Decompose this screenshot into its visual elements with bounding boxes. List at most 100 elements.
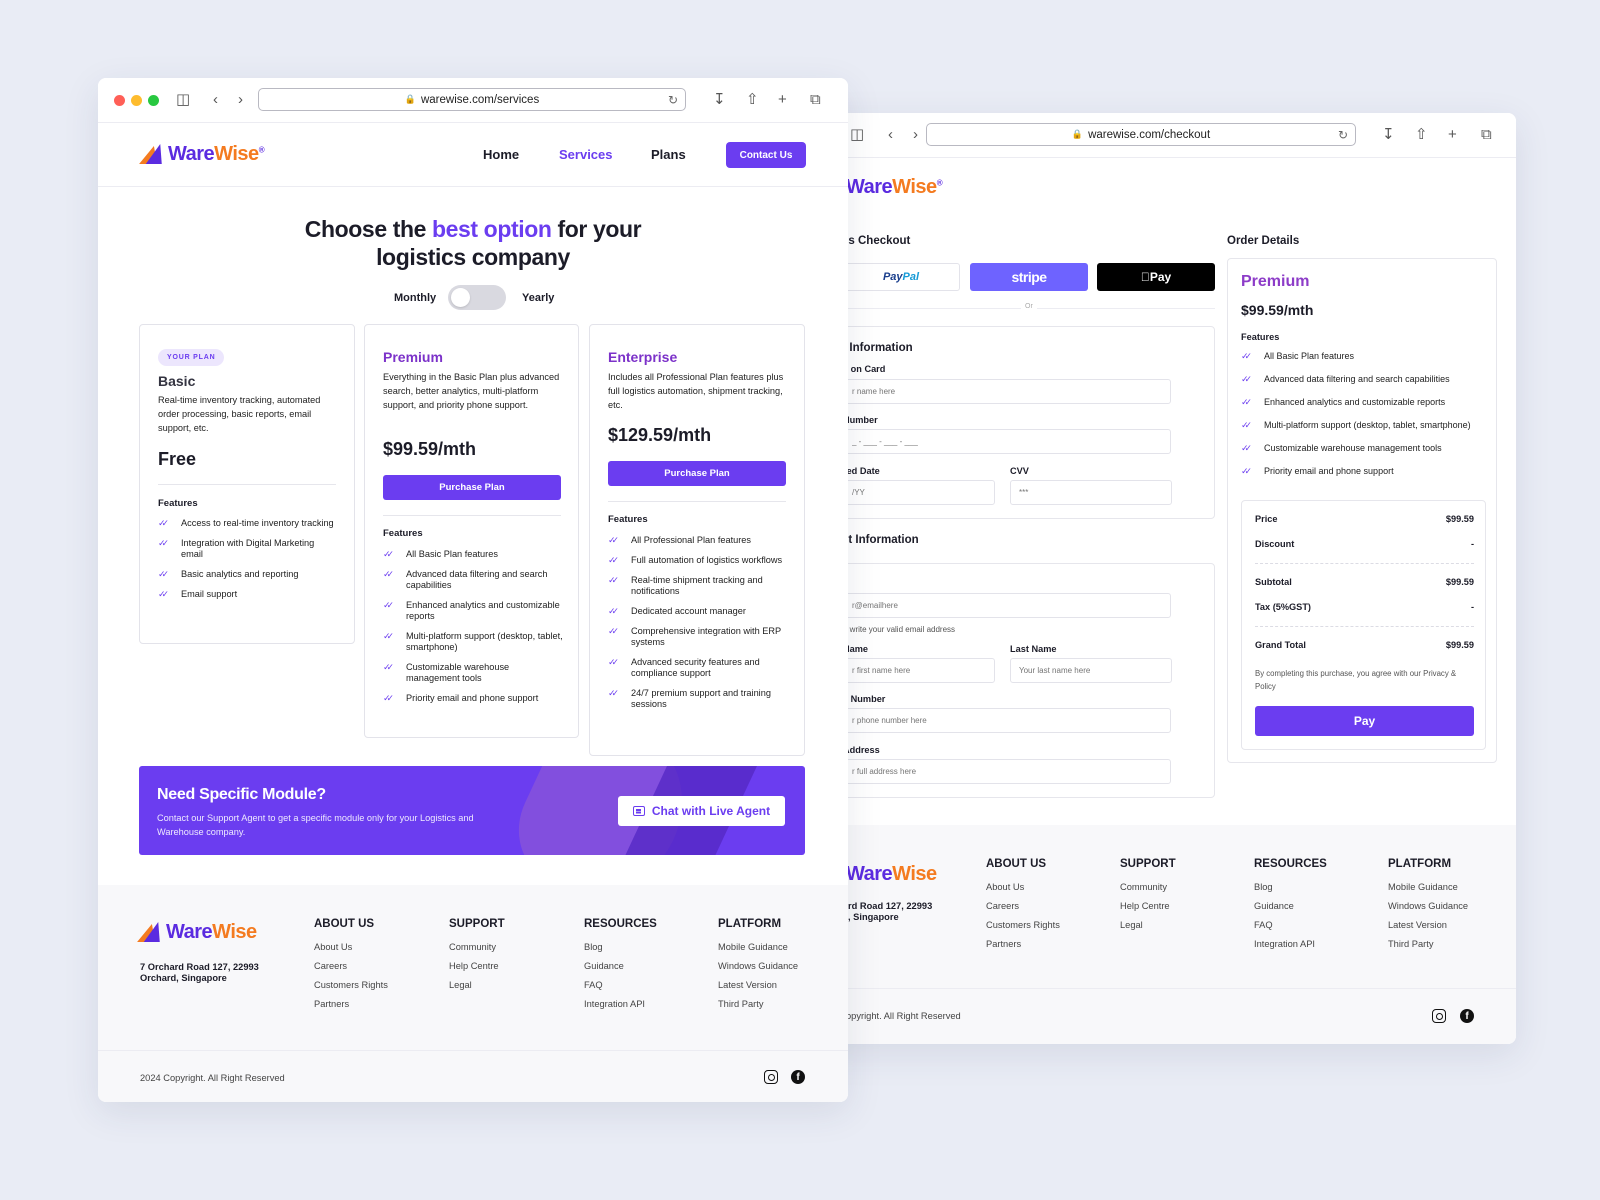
last-name-input[interactable] [1010, 658, 1172, 683]
billing-toggle[interactable] [448, 285, 506, 310]
lock-icon: 🔒 [404, 94, 416, 104]
new-tab-icon[interactable]: + [778, 91, 787, 108]
download-icon[interactable]: ↧ [713, 91, 726, 108]
footer-link[interactable]: Latest Version [1388, 920, 1447, 930]
card-number-input[interactable] [843, 429, 1171, 454]
footer-link[interactable]: Windows Guidance [1388, 901, 1469, 911]
footer-link[interactable]: Help Centre [1120, 901, 1170, 911]
order-details-title: Order Details [1227, 235, 1300, 247]
banner-subtitle: Contact our Support Agent to get a speci… [157, 813, 474, 837]
share-icon[interactable]: ⇧ [746, 91, 759, 108]
forward-icon[interactable]: › [238, 91, 243, 108]
footer-link[interactable]: Careers [314, 961, 348, 971]
stripe-button[interactable]: stripe [970, 263, 1088, 291]
footer-link[interactable]: Latest Version [718, 980, 777, 990]
footer-link[interactable]: Integration API [1254, 939, 1315, 949]
instagram-icon[interactable] [1432, 1009, 1446, 1023]
instagram-icon[interactable] [764, 1070, 778, 1084]
footer-link[interactable]: Partners [986, 939, 1022, 949]
email-input[interactable] [843, 593, 1171, 618]
sidebar-icon[interactable]: ◫ [850, 126, 865, 143]
contact-us-button[interactable]: Contact Us [726, 142, 806, 168]
address-bar[interactable]: 🔒 warewise.com/checkout ↻ [926, 123, 1356, 146]
footer-link[interactable]: Help Centre [449, 961, 499, 971]
minimize-window-button[interactable] [131, 95, 142, 106]
nav-home[interactable]: Home [483, 147, 520, 162]
purchase-premium-button[interactable]: Purchase Plan [383, 475, 561, 500]
new-tab-icon[interactable]: + [1448, 126, 1457, 143]
share-icon[interactable]: ⇧ [1415, 126, 1428, 143]
chat-live-agent-button[interactable]: Chat with Live Agent [618, 796, 785, 826]
feature-list: ✓✓ All Basic Plan features ✓✓ Advanced data… [383, 549, 563, 713]
feature-item: ✓✓ Full automation of logistics workflows [608, 555, 783, 565]
maximize-window-button[interactable] [148, 95, 159, 106]
check-icon: ✓✓ [383, 662, 394, 672]
forward-icon[interactable]: › [913, 126, 918, 143]
footer-link[interactable]: FAQ [1254, 920, 1273, 930]
brand-logo[interactable]: WareWise® [139, 143, 265, 166]
footer-link[interactable]: Guidance [584, 961, 624, 971]
nav-plans[interactable]: Plans [651, 147, 686, 162]
footer-link[interactable]: About Us [314, 942, 353, 952]
pay-button[interactable]: Pay [1255, 706, 1474, 736]
sidebar-icon[interactable]: ◫ [176, 91, 191, 108]
check-icon: ✓✓ [383, 569, 394, 579]
expiry-date-input[interactable] [843, 480, 995, 505]
footer-link[interactable]: About Us [986, 882, 1025, 892]
footer-link[interactable]: Legal [1120, 920, 1143, 930]
footer-link[interactable]: Legal [449, 980, 472, 990]
close-window-button[interactable] [114, 95, 125, 106]
address-input[interactable] [843, 759, 1171, 784]
reload-icon[interactable]: ↻ [667, 92, 678, 107]
facebook-icon[interactable]: f [1460, 1009, 1474, 1023]
footer-link[interactable]: Third Party [718, 999, 764, 1009]
tabs-icon[interactable]: ⧉ [810, 91, 821, 108]
back-icon[interactable]: ‹ [213, 91, 218, 108]
footer-link[interactable]: Customers Rights [314, 980, 388, 990]
url-text: warewise.com/checkout [1088, 128, 1211, 141]
check-icon: ✓✓ [1241, 443, 1252, 453]
brand-logo[interactable]: WareWise® [846, 176, 943, 198]
footer-link[interactable]: Careers [986, 901, 1020, 911]
footer-link[interactable]: Guidance [1254, 901, 1294, 911]
footer-logo[interactable]: WareWise [846, 863, 937, 885]
paypal-button[interactable]: Pay Pal [842, 263, 960, 291]
footer-link[interactable]: Mobile Guidance [718, 942, 788, 952]
back-icon[interactable]: ‹ [888, 126, 893, 143]
reload-icon[interactable]: ↻ [1337, 127, 1348, 142]
address-bar[interactable]: 🔒 warewise.com/services ↻ [258, 88, 686, 111]
feature-item: ✓✓ All Professional Plan features [608, 535, 752, 545]
nav-services[interactable]: Services [559, 147, 613, 162]
facebook-icon[interactable]: f [791, 1070, 805, 1084]
footer-link[interactable]: Blog [584, 942, 603, 952]
footer-link[interactable]: Windows Guidance [718, 961, 799, 971]
check-icon: ✓✓ [383, 693, 394, 703]
order-feature-list: ✓✓ All Basic Plan features ✓✓ Advanced data… [1241, 351, 1486, 489]
apple-pay-button[interactable]: Pay [1097, 263, 1215, 291]
first-name-input[interactable] [843, 658, 995, 683]
footer-link[interactable]: Mobile Guidance [1388, 882, 1458, 892]
purchase-enterprise-button[interactable]: Purchase Plan [608, 461, 786, 486]
download-icon[interactable]: ↧ [1382, 126, 1395, 143]
footer-logo[interactable]: WareWise [137, 921, 257, 944]
footer-link[interactable]: Third Party [1388, 939, 1434, 949]
tabs-icon[interactable]: ⧉ [1481, 126, 1492, 143]
footer-link[interactable]: Blog [1254, 882, 1273, 892]
feature-item: ✓✓ 24/7 premium support and training sess… [608, 688, 771, 709]
footer-link[interactable]: FAQ [584, 980, 603, 990]
name-on-card-input[interactable] [843, 379, 1171, 404]
phone-number-input[interactable] [843, 708, 1171, 733]
feature-item: ✓✓ Priority email and phone support [383, 693, 539, 703]
checkout-window: ◫ ‹ › 🔒 warewise.com/checkout ↻ ↧ ⇧ + ⧉ … [810, 113, 1516, 1044]
footer-link[interactable]: Partners [314, 999, 350, 1009]
footer-link[interactable]: Community [1120, 882, 1168, 892]
footer-link[interactable]: Customers Rights [986, 920, 1060, 930]
address-label: Address [843, 745, 880, 755]
copyright-bar: 2024 Copyright. All Right Reserved f [98, 1050, 848, 1102]
plan-card-basic: YOUR PLAN Basic Real-time inventory trac… [139, 324, 355, 644]
cvv-input[interactable] [1010, 480, 1172, 505]
footer-link[interactable]: Integration API [584, 999, 645, 1009]
footer-col-support: SUPPORT Community Help Centre Legal [1120, 858, 1176, 930]
feature-item: ✓✓ Dedicated account manager [608, 606, 746, 616]
footer-link[interactable]: Community [449, 942, 497, 952]
